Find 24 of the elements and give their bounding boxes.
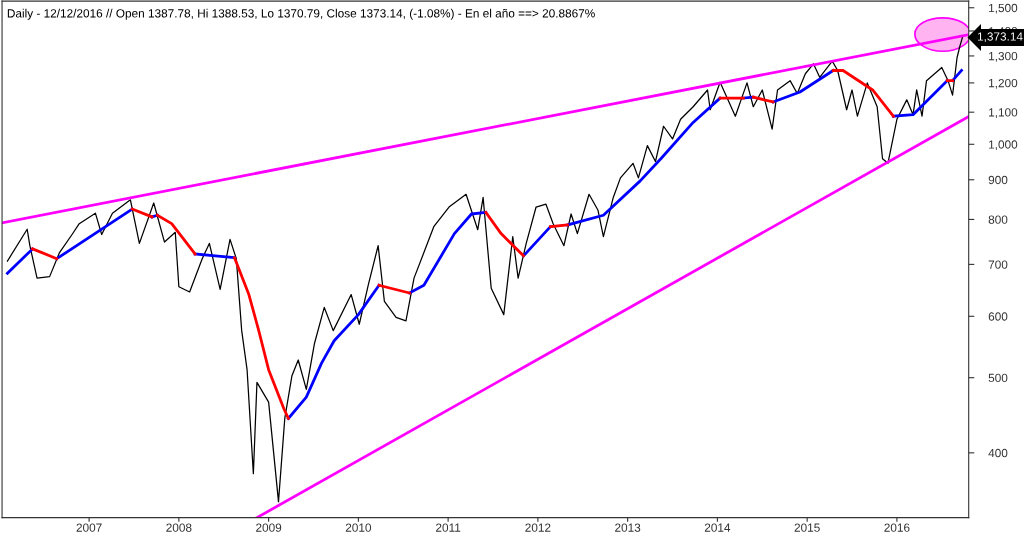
text: Daily - 12/12/2016 // Open 1387.78, Hi 1388.53, Lo 1370.79, Close 1373.14, (-1.08%) - En el año ==> 20.8867% xyxy=(7,8,595,20)
y-tick-label: 1,000 xyxy=(989,140,1018,151)
x-tick-label: 2007 xyxy=(76,523,102,532)
y-tick-label: 1,100 xyxy=(989,108,1018,118)
y-tick-label: 1,500 xyxy=(989,3,1018,14)
x-tick-label: 2010 xyxy=(345,523,372,532)
y-tick-label: 1,300 xyxy=(989,51,1018,62)
x-tick-label: 2013 xyxy=(615,523,641,532)
y-tick-label: 700 xyxy=(988,260,1008,269)
x-tick-label: 2015 xyxy=(794,523,820,532)
y-tick-label: 600 xyxy=(988,312,1008,321)
x-tick-label: 2016 xyxy=(884,523,910,532)
x-tick-label: 2014 xyxy=(704,523,731,532)
x-tick-label: 2011 xyxy=(436,523,461,532)
y-tick-label: 400 xyxy=(988,448,1008,458)
y-tick-label: 1,200 xyxy=(989,78,1018,89)
x-tick-label: 2008 xyxy=(166,523,192,532)
annotation: 1,373.14 xyxy=(977,32,1023,43)
x-tick-label: 2009 xyxy=(256,523,282,532)
y-tick-label: 900 xyxy=(988,175,1008,185)
y-tick-label: 500 xyxy=(988,373,1008,383)
line-series xyxy=(6,36,964,503)
x-tick-label: 2012 xyxy=(525,523,551,532)
y-tick-label: 800 xyxy=(988,215,1008,224)
